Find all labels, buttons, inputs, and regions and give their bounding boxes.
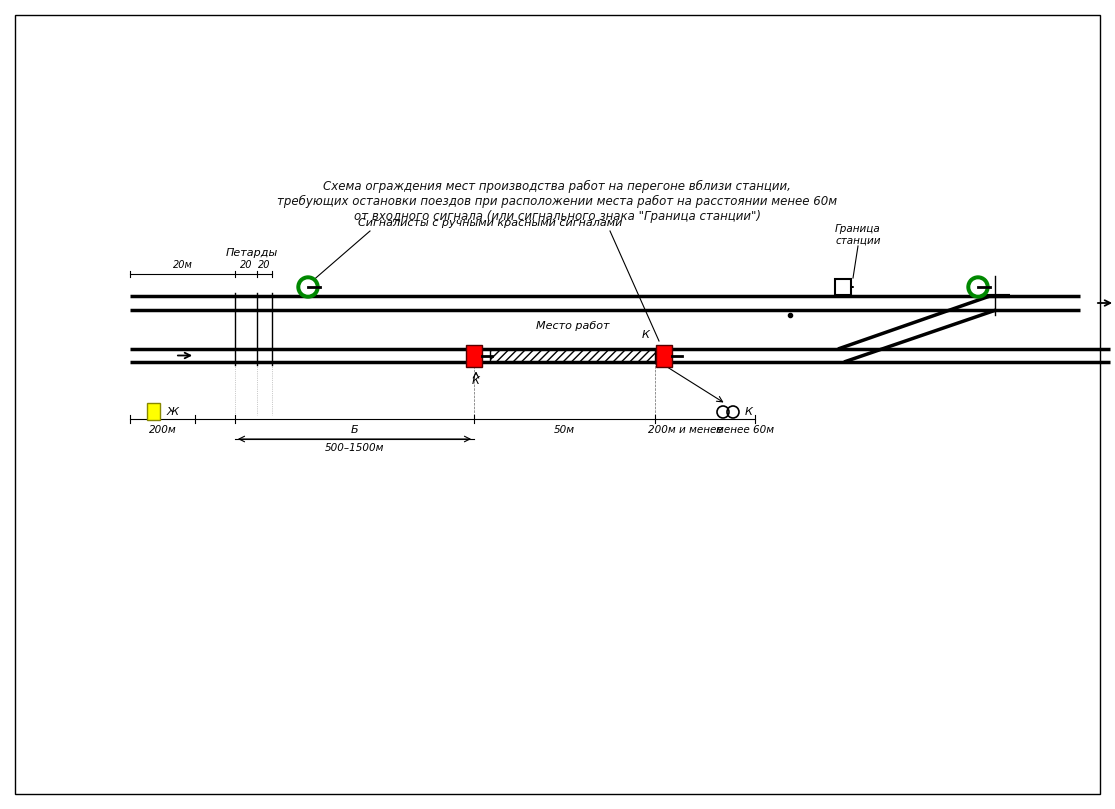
Text: 50м: 50м (554, 425, 575, 435)
Text: Граница
станции: Граница станции (835, 224, 881, 246)
Text: К: К (472, 375, 479, 386)
Text: Сигналисты с ручными красными сигналами: Сигналисты с ручными красными сигналами (358, 218, 622, 228)
Text: Схема ограждения мест производства работ на перегоне вблизи станции,: Схема ограждения мест производства работ… (323, 180, 791, 193)
Text: 200м и менее: 200м и менее (648, 425, 723, 435)
Text: Б: Б (351, 425, 358, 435)
Text: 20: 20 (240, 260, 252, 270)
Bar (835, 279, 851, 295)
Text: Петарды: Петарды (226, 248, 278, 258)
Bar (489, 349, 655, 362)
Text: К: К (745, 407, 753, 417)
Text: К: К (642, 329, 650, 340)
Text: от входного сигнала (или сигнального знака "Граница станции"): от входного сигнала (или сигнального зна… (353, 210, 760, 222)
Circle shape (971, 280, 985, 294)
Text: Ж: Ж (167, 407, 180, 417)
Text: менее 60м: менее 60м (716, 425, 774, 435)
Bar (656, 345, 672, 366)
Text: 20: 20 (259, 260, 271, 270)
Text: требующих остановки поездов при расположении места работ на расстоянии менее 60м: требующих остановки поездов при располож… (277, 194, 837, 208)
Text: 500–1500м: 500–1500м (324, 443, 385, 453)
Bar (147, 403, 159, 420)
Circle shape (301, 280, 316, 294)
Circle shape (967, 276, 989, 298)
Text: Место работ: Место работ (535, 321, 609, 331)
Text: 200м: 200м (148, 425, 176, 435)
Bar (466, 345, 482, 366)
Text: 20м: 20м (173, 260, 193, 270)
Circle shape (297, 276, 319, 298)
